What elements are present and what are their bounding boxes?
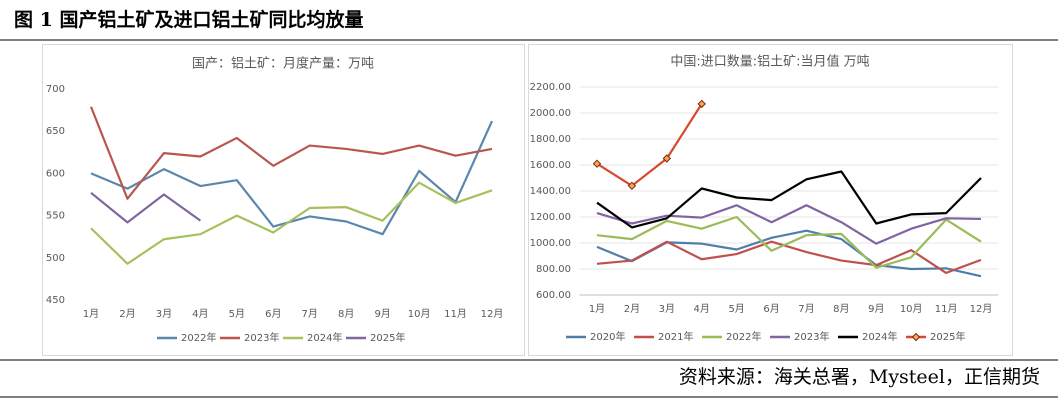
y-tick-label: 450 <box>46 295 65 306</box>
x-tick-label: 8月 <box>833 303 849 315</box>
legend-label: 2025年 <box>370 331 405 344</box>
x-tick-label: 5月 <box>229 308 245 320</box>
series-line <box>90 181 493 265</box>
legend-label: 2025年 <box>930 330 965 343</box>
x-tick-label: 3月 <box>156 308 172 320</box>
y-tick-label: 650 <box>46 126 65 137</box>
y-tick-label: 2200.00 <box>530 82 571 93</box>
legend-label: 2023年 <box>244 331 279 344</box>
x-tick-label: 5月 <box>728 303 744 315</box>
legend-label: 2024年 <box>862 330 897 343</box>
x-tick-label: 8月 <box>338 308 354 320</box>
legend-label: 2022年 <box>726 330 761 343</box>
x-tick-label: 9月 <box>374 308 390 320</box>
y-tick-label: 1200.00 <box>530 212 571 223</box>
y-tick-label: 600.00 <box>536 290 571 301</box>
y-tick-label: 1600.00 <box>530 160 571 171</box>
y-tick-label: 1400.00 <box>530 186 571 197</box>
source-note: 资料来源：海关总署，Mysteel，正信期货 <box>679 366 1040 388</box>
x-tick-label: 6月 <box>265 308 281 320</box>
y-tick-label: 700 <box>46 84 65 95</box>
y-tick-label: 600 <box>46 168 65 179</box>
legend-label: 2020年 <box>590 330 625 343</box>
y-tick-label: 1000.00 <box>530 238 571 249</box>
x-tick-label: 1月 <box>589 303 605 315</box>
x-tick-label: 10月 <box>900 303 923 315</box>
series-line <box>596 204 982 245</box>
x-tick-label: 10月 <box>408 308 431 320</box>
point-marker <box>697 99 706 109</box>
x-tick-label: 11月 <box>444 308 467 320</box>
series-line <box>596 170 982 229</box>
y-tick-label: 2000.00 <box>530 108 571 119</box>
x-tick-label: 7月 <box>798 303 814 315</box>
series-line <box>596 240 982 274</box>
y-tick-label: 500 <box>46 253 65 264</box>
x-tick-label: 4月 <box>694 303 710 315</box>
x-tick-label: 12月 <box>970 303 993 315</box>
x-tick-label: 12月 <box>481 308 504 320</box>
legend-label: 2021年 <box>658 330 693 343</box>
chart-title: 中国:进口数量:铝土矿:当月值 万吨 <box>670 54 869 70</box>
point-marker <box>662 154 672 163</box>
y-tick-label: 550 <box>46 211 65 222</box>
x-tick-label: 1月 <box>83 308 99 320</box>
legend-label: 2022年 <box>181 331 216 344</box>
legend-label: 2024年 <box>307 331 342 344</box>
legend-label: 2023年 <box>794 330 829 343</box>
x-tick-label: 2月 <box>119 308 135 320</box>
series-line <box>89 106 493 200</box>
x-tick-label: 6月 <box>763 303 779 315</box>
x-tick-label: 9月 <box>868 303 884 315</box>
series-line <box>596 215 982 269</box>
series-line <box>90 191 202 224</box>
x-tick-label: 11月 <box>935 303 958 315</box>
y-tick-label: 1800.00 <box>530 134 571 145</box>
figure-title: 图 1 国产铝土矿及进口铝土矿同比均放量 <box>14 8 363 31</box>
legend-marker <box>911 332 921 342</box>
chart-title: 国产：铝土矿：月度产量：万吨 <box>192 56 374 72</box>
panel <box>42 44 525 356</box>
series-line <box>596 103 703 187</box>
point-marker <box>627 181 637 191</box>
x-tick-label: 3月 <box>659 303 675 315</box>
x-tick-label: 2月 <box>624 303 640 315</box>
y-tick-label: 800.00 <box>536 264 571 275</box>
x-tick-label: 4月 <box>192 308 208 320</box>
point-marker <box>592 159 602 168</box>
x-tick-label: 7月 <box>302 308 318 320</box>
